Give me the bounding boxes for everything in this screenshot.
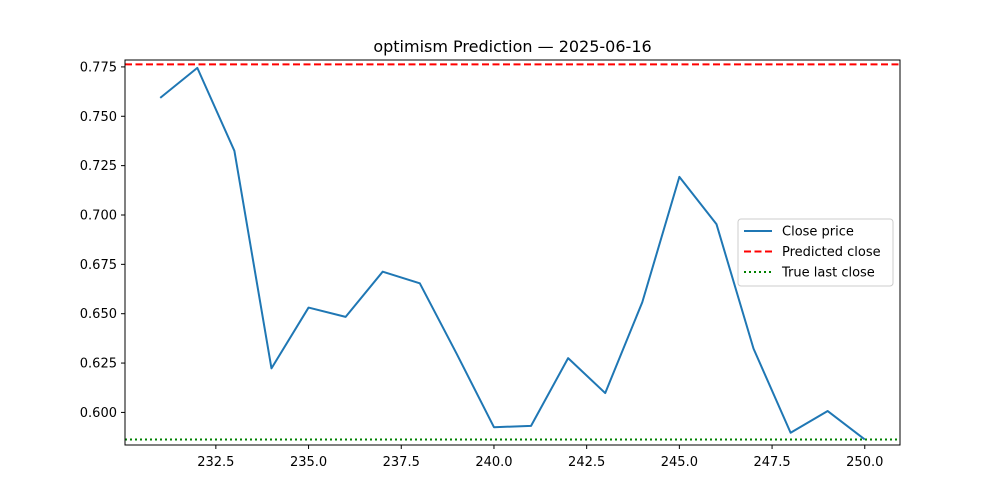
x-tick-label: 247.5 bbox=[753, 455, 790, 470]
x-tick-label: 232.5 bbox=[197, 455, 234, 470]
x-axis: 232.5 235.0 237.5 240.0 242.5 245.0 247.5 250.0 bbox=[197, 445, 883, 470]
legend-label-1: Close price bbox=[782, 225, 854, 240]
x-tick-label: 250.0 bbox=[846, 455, 883, 470]
legend-label-3: True last close bbox=[781, 266, 875, 281]
series-line-1 bbox=[159, 66, 866, 441]
x-tick-label: 245.0 bbox=[661, 455, 698, 470]
y-tick-label: 0.650 bbox=[80, 307, 117, 322]
legend-box bbox=[737, 218, 894, 287]
x-tick-label: 237.5 bbox=[383, 455, 420, 470]
x-tick-label: 240.0 bbox=[475, 455, 512, 470]
legend: Close price Predicted close True last clos… bbox=[737, 218, 894, 287]
x-tick-label: 235.0 bbox=[290, 455, 327, 470]
x-tick-label: 242.5 bbox=[568, 455, 605, 470]
legend-label-2: Predicted close bbox=[782, 245, 881, 260]
chart-title: optimism Prediction — 2025-06-16 bbox=[373, 37, 651, 56]
y-tick-label: 0.775 bbox=[80, 60, 117, 75]
y-tick-label: 0.700 bbox=[80, 208, 117, 223]
y-tick-label: 0.675 bbox=[80, 258, 117, 273]
y-tick-label: 0.725 bbox=[80, 159, 117, 174]
y-tick-label: 0.600 bbox=[80, 406, 117, 421]
plot-frame bbox=[124, 59, 901, 446]
y-tick-label: 0.750 bbox=[80, 110, 117, 125]
plot-area bbox=[124, 59, 901, 446]
y-tick-label: 0.625 bbox=[80, 357, 117, 372]
y-axis: 0.600 0.625 0.650 0.675 0.700 0.725 0.750 0.775 bbox=[80, 60, 125, 421]
